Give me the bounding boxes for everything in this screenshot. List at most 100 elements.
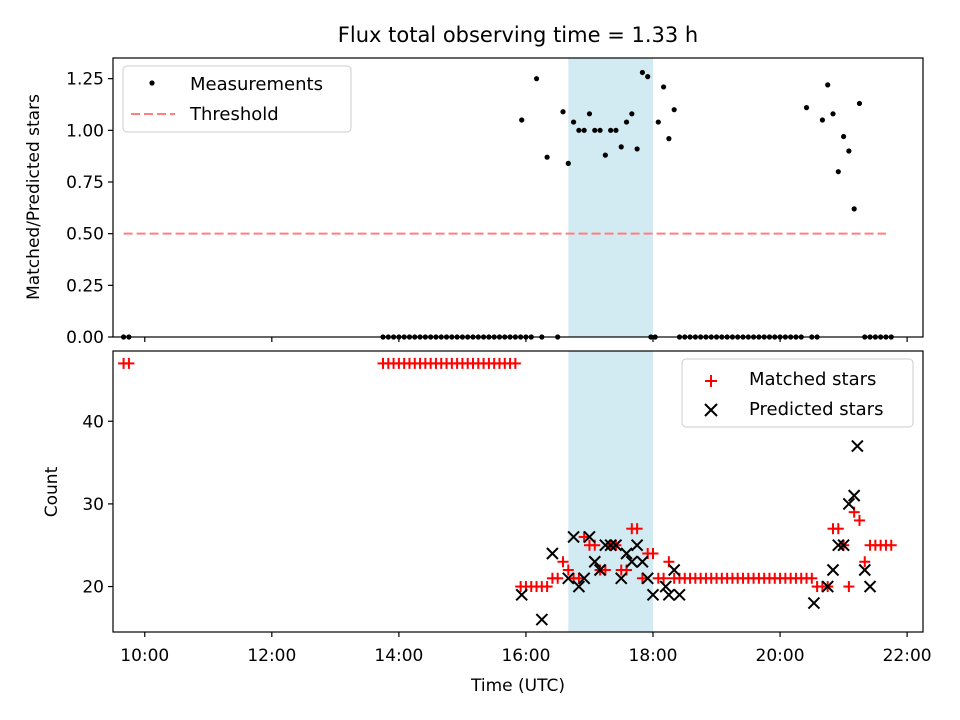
predicted-star-point xyxy=(625,555,639,568)
matched-star-point xyxy=(578,531,590,543)
top-y-ticks: 0.00 0.25 0.50 0.75 1.00 1.25 xyxy=(66,70,113,348)
predicted-star-point xyxy=(641,572,654,585)
measurement-point xyxy=(592,127,598,133)
matched-star-point xyxy=(541,581,553,593)
x-tick-label: 12:00 xyxy=(247,646,296,666)
predicted-star-point xyxy=(646,588,660,602)
x-tick-label: 18:00 xyxy=(629,646,678,666)
predicted-star-point xyxy=(620,547,633,560)
measurement-point xyxy=(581,127,587,133)
measurement-point xyxy=(846,148,852,154)
top-axes-frame xyxy=(112,57,924,338)
matched-star-point xyxy=(573,572,585,584)
legend-threshold-label: Threshold xyxy=(189,104,279,125)
predicted-star-point xyxy=(659,580,672,593)
top-legend: Measurements Threshold xyxy=(122,65,352,133)
x-tick-label: 10:00 xyxy=(120,646,169,666)
matched-star-point xyxy=(123,357,135,369)
bottom-y-tick-label: 30 xyxy=(82,495,104,515)
measurement-point xyxy=(655,119,661,125)
predicted-star-point xyxy=(577,572,591,585)
measurement-point xyxy=(623,119,630,125)
measurement-point xyxy=(856,100,863,107)
matched-star-point xyxy=(557,556,569,568)
matched-star-point xyxy=(806,572,818,584)
measurement-point xyxy=(565,160,571,166)
matched-star-point xyxy=(859,556,871,568)
measurement-point xyxy=(597,127,603,133)
top-panel: 0.00 0.25 0.50 0.75 1.00 1.25 Matched/Predict… xyxy=(24,57,924,348)
measurement-point xyxy=(544,154,550,160)
measurement-point xyxy=(560,109,566,115)
x-axis-label: Time (UTC) xyxy=(470,676,565,696)
top-legend-box xyxy=(122,65,352,133)
x-tick-label: 22:00 xyxy=(883,646,932,666)
measurement-point xyxy=(533,76,540,82)
legend-matched-label: Matched stars xyxy=(749,369,876,390)
measurement-point xyxy=(840,133,847,140)
bottom-panel: 20 30 40 10:00 12:00 14:00 16:00 18:00 20:00 22:… xyxy=(42,350,932,696)
predicted-star-point xyxy=(588,555,601,568)
measurement-point xyxy=(602,152,608,158)
chart-title: Flux total observing time = 1.33 h xyxy=(338,23,698,47)
measurement-point xyxy=(666,136,672,142)
predicted-star-point xyxy=(837,539,850,552)
matched-star-point xyxy=(636,572,648,584)
x-tick-label: 14:00 xyxy=(374,646,423,666)
measurement-point xyxy=(671,107,677,113)
measurement-point xyxy=(613,127,619,133)
top-y-tick-label: 0.75 xyxy=(66,173,104,193)
predicted-star-point xyxy=(851,439,864,453)
matched-star-point xyxy=(853,514,865,526)
matched-star-point xyxy=(832,523,844,535)
legend-predicted-marker xyxy=(704,403,718,417)
predicted-star-point xyxy=(562,572,575,585)
measurement-point xyxy=(645,74,651,80)
predicted-stars-points xyxy=(515,439,877,626)
predicted-star-point xyxy=(535,613,549,626)
predicted-star-point xyxy=(593,563,607,577)
measurement-point xyxy=(586,111,593,117)
top-highlight-band xyxy=(568,58,653,337)
measurement-point xyxy=(639,69,646,76)
legend-measurements-marker xyxy=(149,80,155,86)
predicted-star-point xyxy=(662,588,676,602)
top-y-tick-label: 1.25 xyxy=(66,70,104,90)
measurement-point xyxy=(618,144,624,150)
legend-predicted-label: Predicted stars xyxy=(749,399,883,420)
predicted-star-point xyxy=(807,596,821,610)
bottom-y-tick-label: 20 xyxy=(82,578,104,598)
predicted-star-point xyxy=(842,497,856,511)
matched-star-point xyxy=(599,564,611,576)
top-y-axis-label: Matched/Predicted stars xyxy=(24,94,44,300)
bottom-axes-frame xyxy=(112,350,924,633)
predicted-star-point xyxy=(615,572,628,585)
measurement-point xyxy=(803,105,810,111)
bottom-y-axis-label: Count xyxy=(42,466,62,517)
matched-star-point xyxy=(562,564,574,576)
predicted-star-point xyxy=(572,580,586,593)
x-tick-label: 16:00 xyxy=(501,646,550,666)
legend-matched-marker xyxy=(705,375,717,387)
predicted-star-point xyxy=(673,588,686,602)
measurement-point xyxy=(825,82,831,88)
highlight-band xyxy=(568,351,653,632)
measurement-point xyxy=(570,119,577,125)
bottom-legend-box xyxy=(681,358,914,428)
highlight-band xyxy=(568,58,653,337)
bottom-legend: Matched stars Predicted stars xyxy=(681,358,914,428)
measurement-point xyxy=(835,169,841,175)
measurement-point xyxy=(519,117,525,123)
predicted-star-point xyxy=(863,580,877,593)
measurement-point xyxy=(660,84,667,90)
predicted-star-point xyxy=(515,588,528,602)
top-y-tick-label: 1.00 xyxy=(66,121,104,141)
predicted-star-point xyxy=(546,547,559,560)
legend-measurements-label: Measurements xyxy=(190,74,323,95)
measurement-point xyxy=(851,206,857,212)
predicted-star-point xyxy=(667,563,681,577)
measurement-point xyxy=(830,111,836,117)
top-y-tick-label: 0.00 xyxy=(66,328,104,348)
measurement-point xyxy=(576,127,582,133)
predicted-star-point xyxy=(609,539,623,552)
